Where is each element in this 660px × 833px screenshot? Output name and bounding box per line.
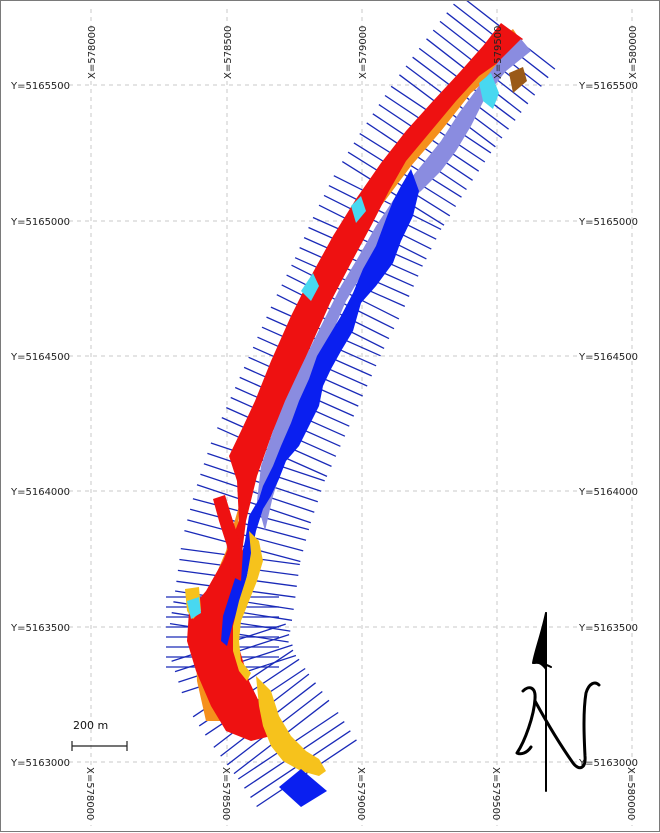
scale-bar: 200 m [71,719,128,751]
transect-line [328,185,437,240]
transect-line [256,739,357,808]
cyan-patch-left [187,597,201,619]
x-label-top-578000: X=578000 [87,26,98,79]
lavender-bed-zone [257,39,531,531]
transect-line [323,194,432,250]
y-labels-left: Y=5165500 Y=5165000 Y=5164500 Y=5164000 … [10,81,70,769]
yellow-lower-zone [256,676,326,776]
transect-line [200,473,315,513]
x-label-top-580000: X=580000 [628,26,639,79]
y-label-left-5164500: Y=5164500 [10,352,70,363]
y-label-left-5165000: Y=5165000 [10,217,70,228]
x-label-top-578500: X=578500 [223,26,234,79]
y-label-left-5165500: Y=5165500 [10,81,70,92]
x-label-bottom-578500: X=578500 [220,767,231,820]
transect-line [187,519,304,552]
cyan-patch-mid [301,273,319,301]
river-bed[interactable] [185,23,531,807]
brown-patch [509,67,527,93]
x-label-bottom-579000: X=579000 [355,767,366,820]
transect-line [347,151,451,217]
red-side-channel [213,495,243,581]
transect-line [353,142,457,208]
cyan-patch-upper-left [351,196,366,223]
y-label-right-5163000: Y=5163000 [578,758,638,769]
y-label-right-5164500: Y=5164500 [578,352,638,363]
transect-line [341,161,445,226]
y-label-left-5163000: Y=5163000 [10,758,70,769]
transect-line [333,175,442,230]
x-label-top-579000: X=579000 [358,26,369,79]
x-label-bottom-580000: X=580000 [625,767,636,820]
y-label-right-5163500: Y=5163500 [578,623,638,634]
x-label-bottom-578000: X=578000 [84,767,95,820]
y-label-left-5164000: Y=5164000 [10,487,70,498]
cyan-patch-top [479,73,499,109]
transect-line [196,484,312,524]
y-label-right-5164000: Y=5164000 [578,487,638,498]
y-label-right-5165000: Y=5165000 [578,217,638,228]
north-arrow-icon [515,612,601,792]
x-label-bottom-579500: X=579500 [490,767,501,820]
red-bed-zone [187,23,523,741]
y-label-left-5163500: Y=5163500 [10,623,70,634]
yellow-upper-zone [233,531,263,681]
y-label-right-5165500: Y=5165500 [578,81,638,92]
downstream-blue-block [279,769,327,807]
scale-bar-label: 200 m [73,719,108,732]
x-labels-top: X=578000 X=578500 X=579000 X=579500 X=58… [87,26,639,79]
x-labels-bottom: X=578000 X=578500 X=579000 X=579500 X=58… [84,767,636,820]
y-labels-right: Y=5165500 Y=5165000 Y=5164500 Y=5164000 … [578,81,638,769]
x-label-top-579500: X=579500 [493,26,504,79]
deep-channel-zone [221,169,419,646]
